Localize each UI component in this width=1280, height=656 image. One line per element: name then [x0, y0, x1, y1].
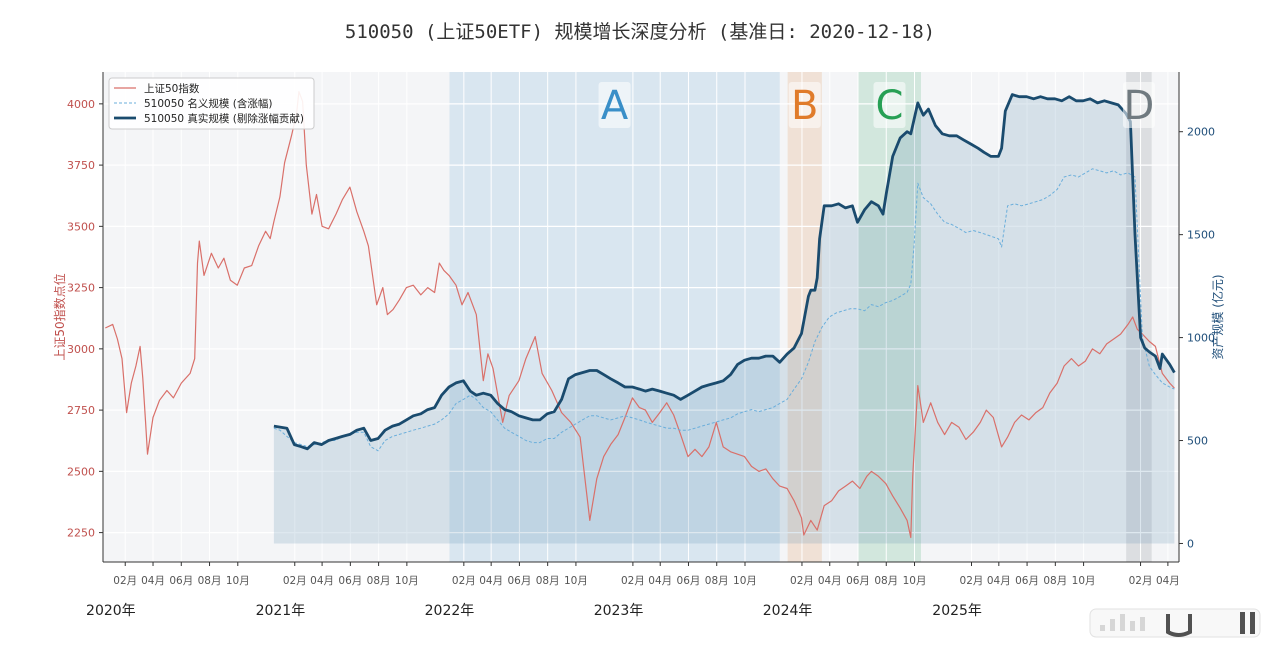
x-month-tick-label: 08月: [874, 575, 898, 587]
watermark-icon: [1089, 608, 1261, 638]
axes: [102, 72, 1180, 563]
x-month-tick-label: 06月: [507, 575, 531, 587]
x-month-tick-label: 04月: [310, 575, 334, 587]
right-tick-label: 2000: [1187, 126, 1215, 139]
legend-label-nominal: 510050 名义规模 (含涨幅): [144, 97, 272, 110]
region-label-bg-D: [1122, 82, 1155, 128]
x-month-tick-label: 06月: [169, 575, 193, 587]
x-month-tick-label: 08月: [1043, 575, 1067, 587]
x-month-tick-label: 06月: [1015, 575, 1039, 587]
x-month-tick-label: 04月: [987, 575, 1011, 587]
region-label-A: A: [601, 83, 629, 129]
legend-box: [108, 77, 315, 130]
x-month-tick-label: 06月: [338, 575, 362, 587]
left-y-ticks: 2250 2500 2750 3000 3250 3500 3750 4000: [67, 98, 103, 540]
x-year-tick-label: 2021年: [256, 603, 306, 619]
x-month-tick-label: 04月: [141, 575, 165, 587]
x-month-tick-label: 02月: [452, 575, 476, 587]
left-tick-label: 3750: [67, 159, 95, 172]
x-year-tick-label: 2022年: [425, 603, 475, 619]
region-label-C: C: [876, 83, 904, 129]
region-labels: A B C D: [598, 82, 1155, 129]
series-line-nominal: [273, 168, 1175, 452]
region-C: [858, 72, 922, 562]
x-month-tick-label: 02月: [283, 575, 307, 587]
left-tick-label: 2500: [67, 465, 95, 478]
region-label-bg-B: [788, 82, 821, 128]
x-month-tick-label: 02月: [790, 575, 814, 587]
x-year-tick-label: 2025年: [932, 603, 982, 619]
x-year-tick-label: 2023年: [594, 603, 644, 619]
left-tick-label: 3000: [67, 343, 95, 356]
x-month-tick-label: 04月: [1156, 575, 1180, 587]
x-month-tick-label: 02月: [621, 575, 645, 587]
x-month-tick-label: 06月: [846, 575, 870, 587]
left-tick-label: 3500: [67, 220, 95, 233]
x-month-tick-label: 08月: [705, 575, 729, 587]
gridlines: [103, 72, 1179, 562]
left-axis-label: 上证50指数点位: [52, 273, 67, 360]
x-month-tick-label: 10月: [226, 575, 250, 587]
legend-label-real: 510050 真实规模 (剔除涨幅贡献): [144, 112, 304, 125]
left-tick-label: 2250: [67, 527, 95, 540]
x-month-tick-label: 08月: [198, 575, 222, 587]
x-month-tick-label: 10月: [1072, 575, 1096, 587]
right-tick-label: 1500: [1187, 229, 1215, 242]
right-y-ticks: 0 500 1000 1500 2000: [1179, 126, 1215, 550]
x-month-tick-label: 08月: [367, 575, 391, 587]
right-tick-label: 1000: [1187, 332, 1215, 345]
x-month-tick-label: 08月: [536, 575, 560, 587]
series-lines: [105, 91, 1176, 539]
chart-title: 510050 (上证50ETF) 规模增长深度分析 (基准日: 2020-12-…: [345, 21, 935, 43]
x-month-tick-label: 10月: [395, 575, 419, 587]
x-month-tick-label: 10月: [903, 575, 927, 587]
x-year-tick-label: 2024年: [763, 603, 813, 619]
series-line-index: [105, 91, 1175, 539]
region-label-B: B: [791, 83, 818, 129]
legend: 上证50指数 510050 名义规模 (含涨幅) 510050 真实规模 (剔除…: [108, 77, 315, 130]
region-label-bg-A: [598, 82, 631, 128]
x-month-tick-label: 02月: [1129, 575, 1153, 587]
x-month-tick-label: 02月: [113, 575, 137, 587]
right-axis-label: 资产规模 (亿元): [1210, 274, 1225, 359]
left-tick-label: 4000: [67, 98, 95, 111]
x-month-tick-label: 10月: [564, 575, 588, 587]
x-ticks: 02月 04月 06月 08月 10月 02月 04月 06月 08月 10月 02月 04月 06月 0…: [86, 562, 1180, 619]
x-month-tick-label: 10月: [733, 575, 757, 587]
left-tick-label: 2750: [67, 404, 95, 417]
region-A: [449, 72, 780, 562]
region-label-D: D: [1124, 83, 1155, 129]
legend-label-index: 上证50指数: [144, 82, 200, 95]
right-tick-label: 0: [1187, 537, 1194, 550]
x-month-tick-label: 06月: [677, 575, 701, 587]
series-area-real: [273, 94, 1175, 544]
region-label-bg-C: [873, 82, 906, 128]
x-month-tick-label: 04月: [648, 575, 672, 587]
x-year-tick-label: 2020年: [86, 603, 136, 619]
right-tick-label: 500: [1187, 435, 1208, 448]
x-month-tick-label: 02月: [960, 575, 984, 587]
left-tick-label: 3250: [67, 282, 95, 295]
highlight-regions: [449, 72, 1152, 562]
series-line-real: [273, 93, 1176, 451]
real-scale-area: [273, 94, 1175, 544]
x-month-tick-label: 04月: [818, 575, 842, 587]
x-month-tick-label: 04月: [479, 575, 503, 587]
